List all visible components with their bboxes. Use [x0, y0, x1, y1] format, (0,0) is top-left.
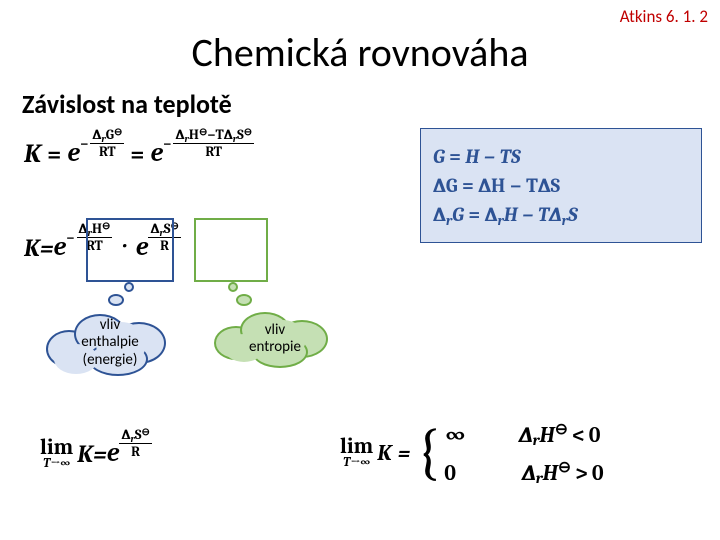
thermo-line-1: G = H − TS [433, 145, 689, 168]
equation-limit-entropy: lim T→∞ K = e ∆rS⊖ R [40, 438, 152, 469]
entropy-highlight-box [194, 218, 268, 282]
equation-k-full: K = e − ∆rG⊖ RT = e − ∆rH⊖−T∆rS⊖ RT [24, 138, 254, 169]
thought-dot-icon [108, 294, 124, 306]
thought-dot-icon [236, 294, 252, 306]
equation-limit-cases: lim T→∞ K = { ∞ ∆rH⊖ < 0 0 ∆rH⊖ > 0 [340, 420, 604, 486]
case-endothermic: 0 ∆rH⊖ > 0 [444, 460, 603, 486]
thermo-relations-box: G = H − TS ∆G = ∆H − T∆S ∆rG = ∆rH − T∆r… [420, 128, 702, 243]
thought-dot-icon [124, 282, 134, 292]
cases-brace: { ∞ ∆rH⊖ < 0 0 ∆rH⊖ > 0 [416, 420, 603, 486]
enthalpy-highlight-box [86, 218, 174, 282]
enthalpy-cloud: vliv enthalpie (energie) [40, 308, 180, 378]
sym-eq: = [130, 140, 144, 168]
enthalpy-cloud-label: vliv enthalpie (energie) [81, 317, 139, 369]
entropy-cloud-label: vliv entropie [249, 322, 301, 357]
sym-eq: = [47, 140, 61, 168]
limit-symbol: lim T→∞ [340, 437, 373, 468]
exp-entropy-limit: e ∆rS⊖ R [107, 438, 152, 469]
thermo-line-3: ∆rG = ∆rH − T∆rS [433, 203, 689, 226]
case-exothermic: ∞ ∆rH⊖ < 0 [444, 420, 603, 450]
entropy-cloud: vliv entropie [210, 308, 340, 370]
limit-symbol: lim T→∞ [40, 438, 73, 469]
exp-drh-drs: e − ∆rH⊖−T∆rS⊖ RT [150, 138, 254, 169]
sym-eq: = [40, 234, 54, 262]
thought-dot-icon [228, 282, 238, 292]
sym-K: K [24, 234, 40, 262]
sym-K: K [24, 139, 41, 169]
section-subtitle: Závislost na teplotě [22, 88, 232, 120]
exp-drg: e − ∆rG⊖ RT [67, 138, 124, 169]
thermo-line-2: ∆G = ∆H − T∆S [433, 174, 689, 197]
page-title: Chemická rovnováha [0, 28, 720, 77]
reference-label: Atkins 6. 1. 2 [620, 6, 708, 27]
